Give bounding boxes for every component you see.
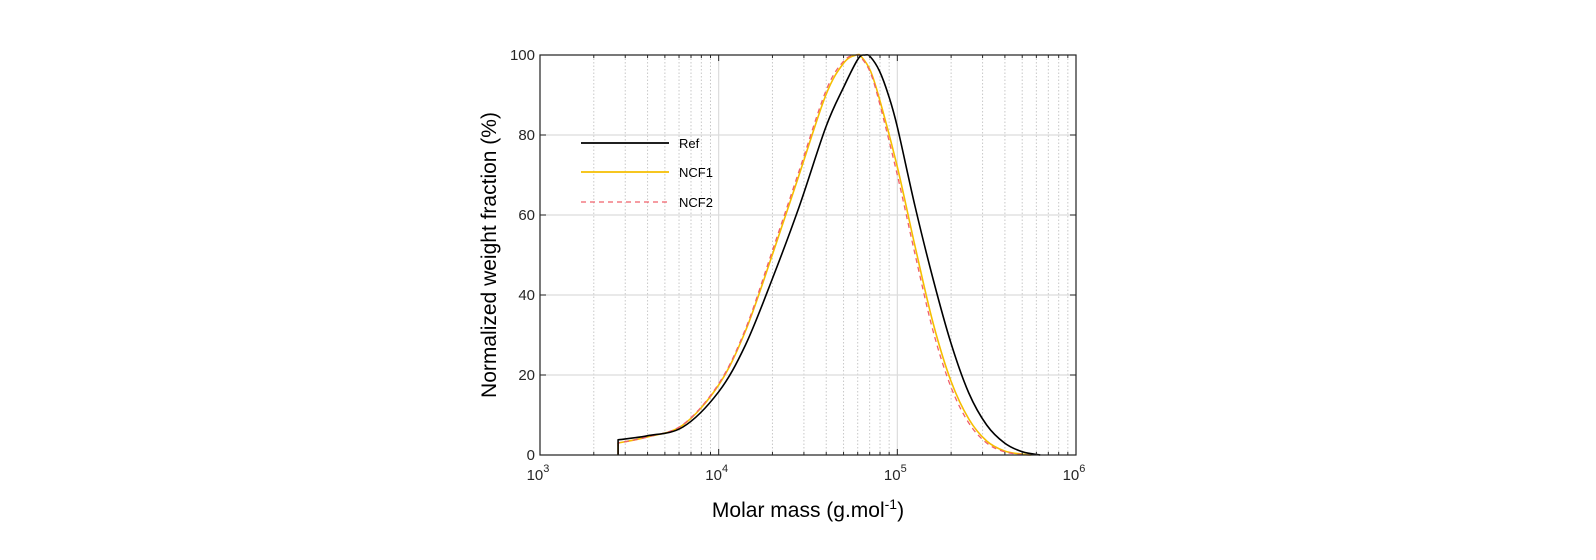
x-tick-label: 105: [884, 463, 907, 484]
series-line-ncf2: [617, 54, 1030, 456]
x-tick-exponent: 6: [1079, 463, 1085, 475]
x-axis-title-superscript: -1: [885, 496, 898, 512]
x-tick-label: 103: [527, 463, 550, 484]
plot-background: [540, 55, 1076, 455]
x-axis-title: Molar mass (g.mol-1): [712, 496, 904, 522]
x-tick-base: 10: [1063, 467, 1080, 484]
series-layer: [617, 53, 1041, 456]
y-tick-label: 60: [518, 207, 535, 224]
x-tick-exponent: 5: [901, 463, 907, 475]
x-tick-base: 10: [527, 467, 544, 484]
legend-label-ref: Ref: [679, 136, 700, 151]
y-tick-label: 100: [510, 47, 535, 64]
legend-label-ncf2: NCF2: [679, 195, 713, 210]
x-tick-exponent: 3: [543, 463, 549, 475]
ticks: [539, 54, 1077, 456]
legend: Ref NCF1 NCF2: [581, 136, 713, 210]
x-tick-label: 106: [1063, 463, 1086, 484]
x-tick-label: 104: [705, 463, 728, 484]
y-tick-label: 20: [518, 367, 535, 384]
y-axis-title: Normalized weight fraction (%): [478, 112, 501, 398]
x-tick-labels: 103 104 105 106: [527, 463, 1086, 484]
x-tick-base: 10: [884, 467, 901, 484]
y-tick-label: 0: [527, 447, 535, 464]
y-tick-label: 40: [518, 287, 535, 304]
series-line-ref: [617, 53, 1041, 456]
x-tick-base: 10: [705, 467, 722, 484]
x-tick-exponent: 4: [722, 463, 728, 475]
plot-frame: [539, 54, 1077, 456]
legend-label-ncf1: NCF1: [679, 165, 713, 180]
y-tick-label: 80: [518, 127, 535, 144]
y-tick-labels: 0 20 40 60 80 100: [510, 47, 535, 464]
